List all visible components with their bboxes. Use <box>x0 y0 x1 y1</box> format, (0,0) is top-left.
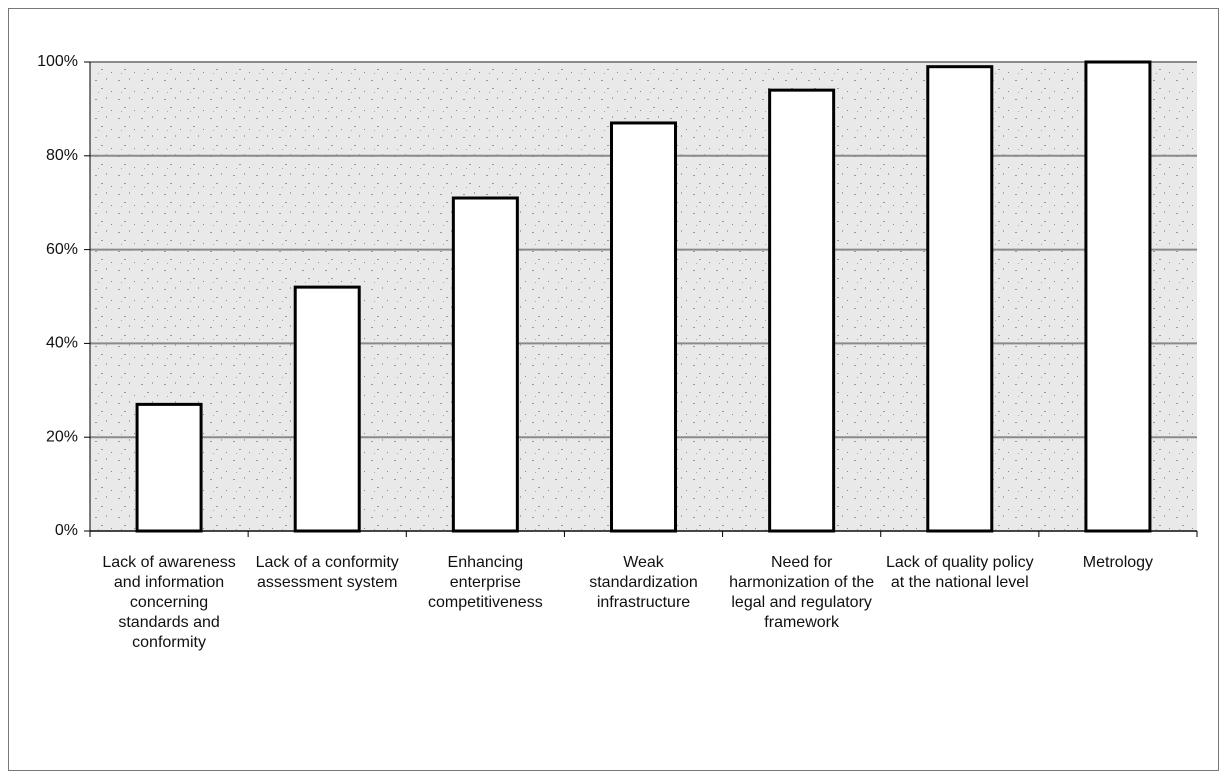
y-tick-label: 80% <box>46 147 78 164</box>
y-tick-label: 60% <box>46 241 78 258</box>
x-tick-label: Need for harmonization of the legal and … <box>729 554 875 631</box>
y-tick-label: 100% <box>37 53 78 70</box>
x-tick-label: Metrology <box>1082 554 1154 571</box>
bar <box>768 88 836 533</box>
x-tick-label: Lack of quality policy at the national l… <box>885 554 1034 591</box>
chart-frame <box>8 8 1219 771</box>
x-tick-label: Weak standardization infrastructure <box>589 554 698 611</box>
bar <box>610 121 677 533</box>
y-tick-label: 0% <box>55 522 78 539</box>
y-tick-label: 40% <box>46 335 78 352</box>
x-tick-label: Lack of awareness and information concer… <box>102 554 236 651</box>
bar <box>451 196 519 533</box>
bar <box>926 65 994 533</box>
x-tick-label: Lack of a conformity assessment system <box>255 554 399 591</box>
bar <box>135 402 203 533</box>
y-tick-label: 20% <box>46 428 78 445</box>
x-tick-label: Enhancing enterprise competitiveness <box>427 554 543 611</box>
bar <box>1084 60 1152 533</box>
bar <box>293 285 361 533</box>
